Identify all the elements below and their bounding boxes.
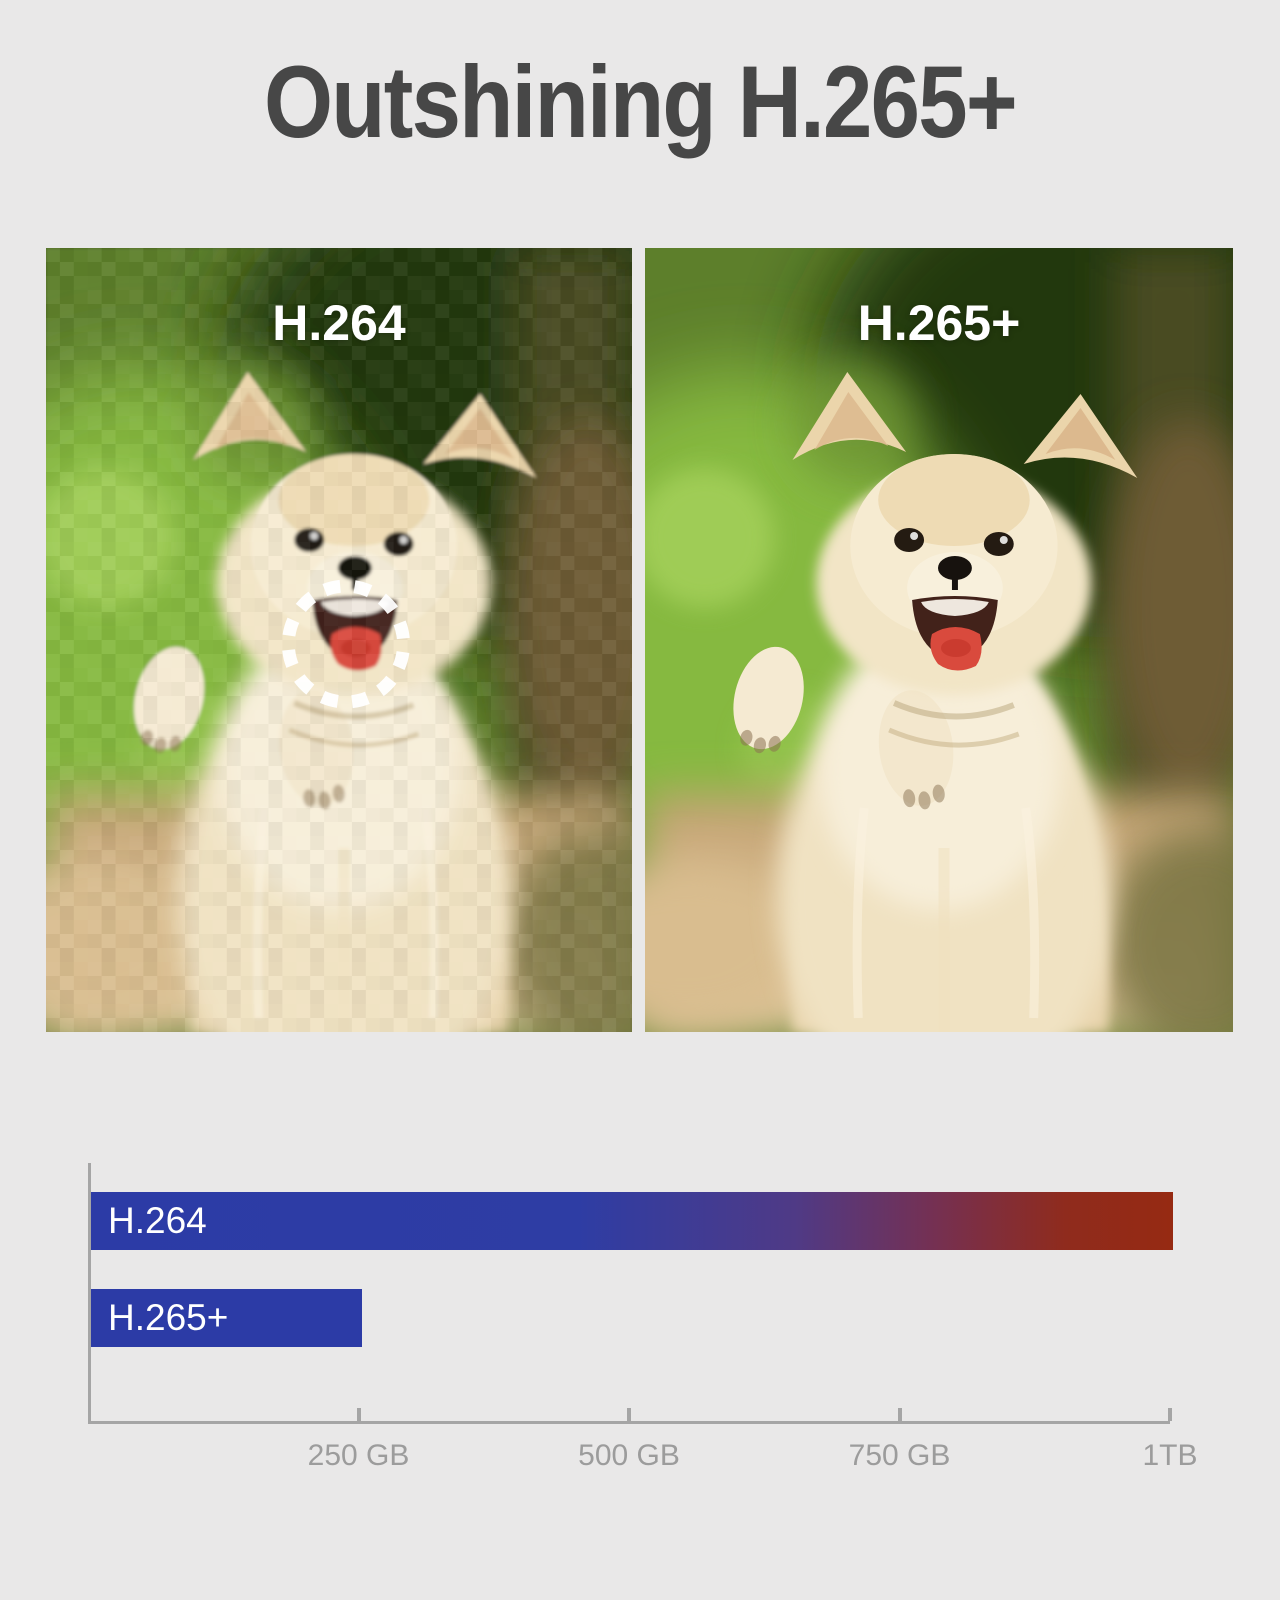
bar-h264-label: H.264: [108, 1200, 207, 1241]
h265-image-label: H.265+: [857, 295, 1021, 351]
h265-dog-photo: [645, 248, 1233, 1032]
axis-tick: [356, 1408, 361, 1421]
h264-image-label: H.264: [272, 295, 406, 351]
x-axis-line: [88, 1421, 1170, 1424]
axis-tick-label: 250 GB: [307, 1439, 410, 1472]
storage-bar-chart: H.264 H.265+ 250 GB 500 GB 750 GB 1TB: [88, 1163, 1198, 1493]
h264-image-panel: H.264: [46, 248, 632, 1032]
h265-image-panel: H.265+: [645, 248, 1233, 1032]
bar-h265: H.265+: [91, 1289, 362, 1347]
pixelation-overlay: [46, 248, 632, 1032]
y-axis-line: [88, 1163, 91, 1424]
axis-tick: [627, 1408, 631, 1421]
axis-tick-label: 1TB: [1142, 1439, 1198, 1472]
h264-dog-photo: [46, 248, 632, 1032]
bar-h264: H.264: [91, 1192, 1173, 1250]
bar-h265-label: H.265+: [108, 1297, 229, 1338]
axis-tick: [1168, 1408, 1172, 1421]
page-title: Outshining H.265+: [264, 45, 1018, 159]
axis-tick-label: 500 GB: [578, 1439, 680, 1472]
axis-tick: [897, 1408, 902, 1421]
axis-tick-label: 750 GB: [848, 1439, 951, 1472]
